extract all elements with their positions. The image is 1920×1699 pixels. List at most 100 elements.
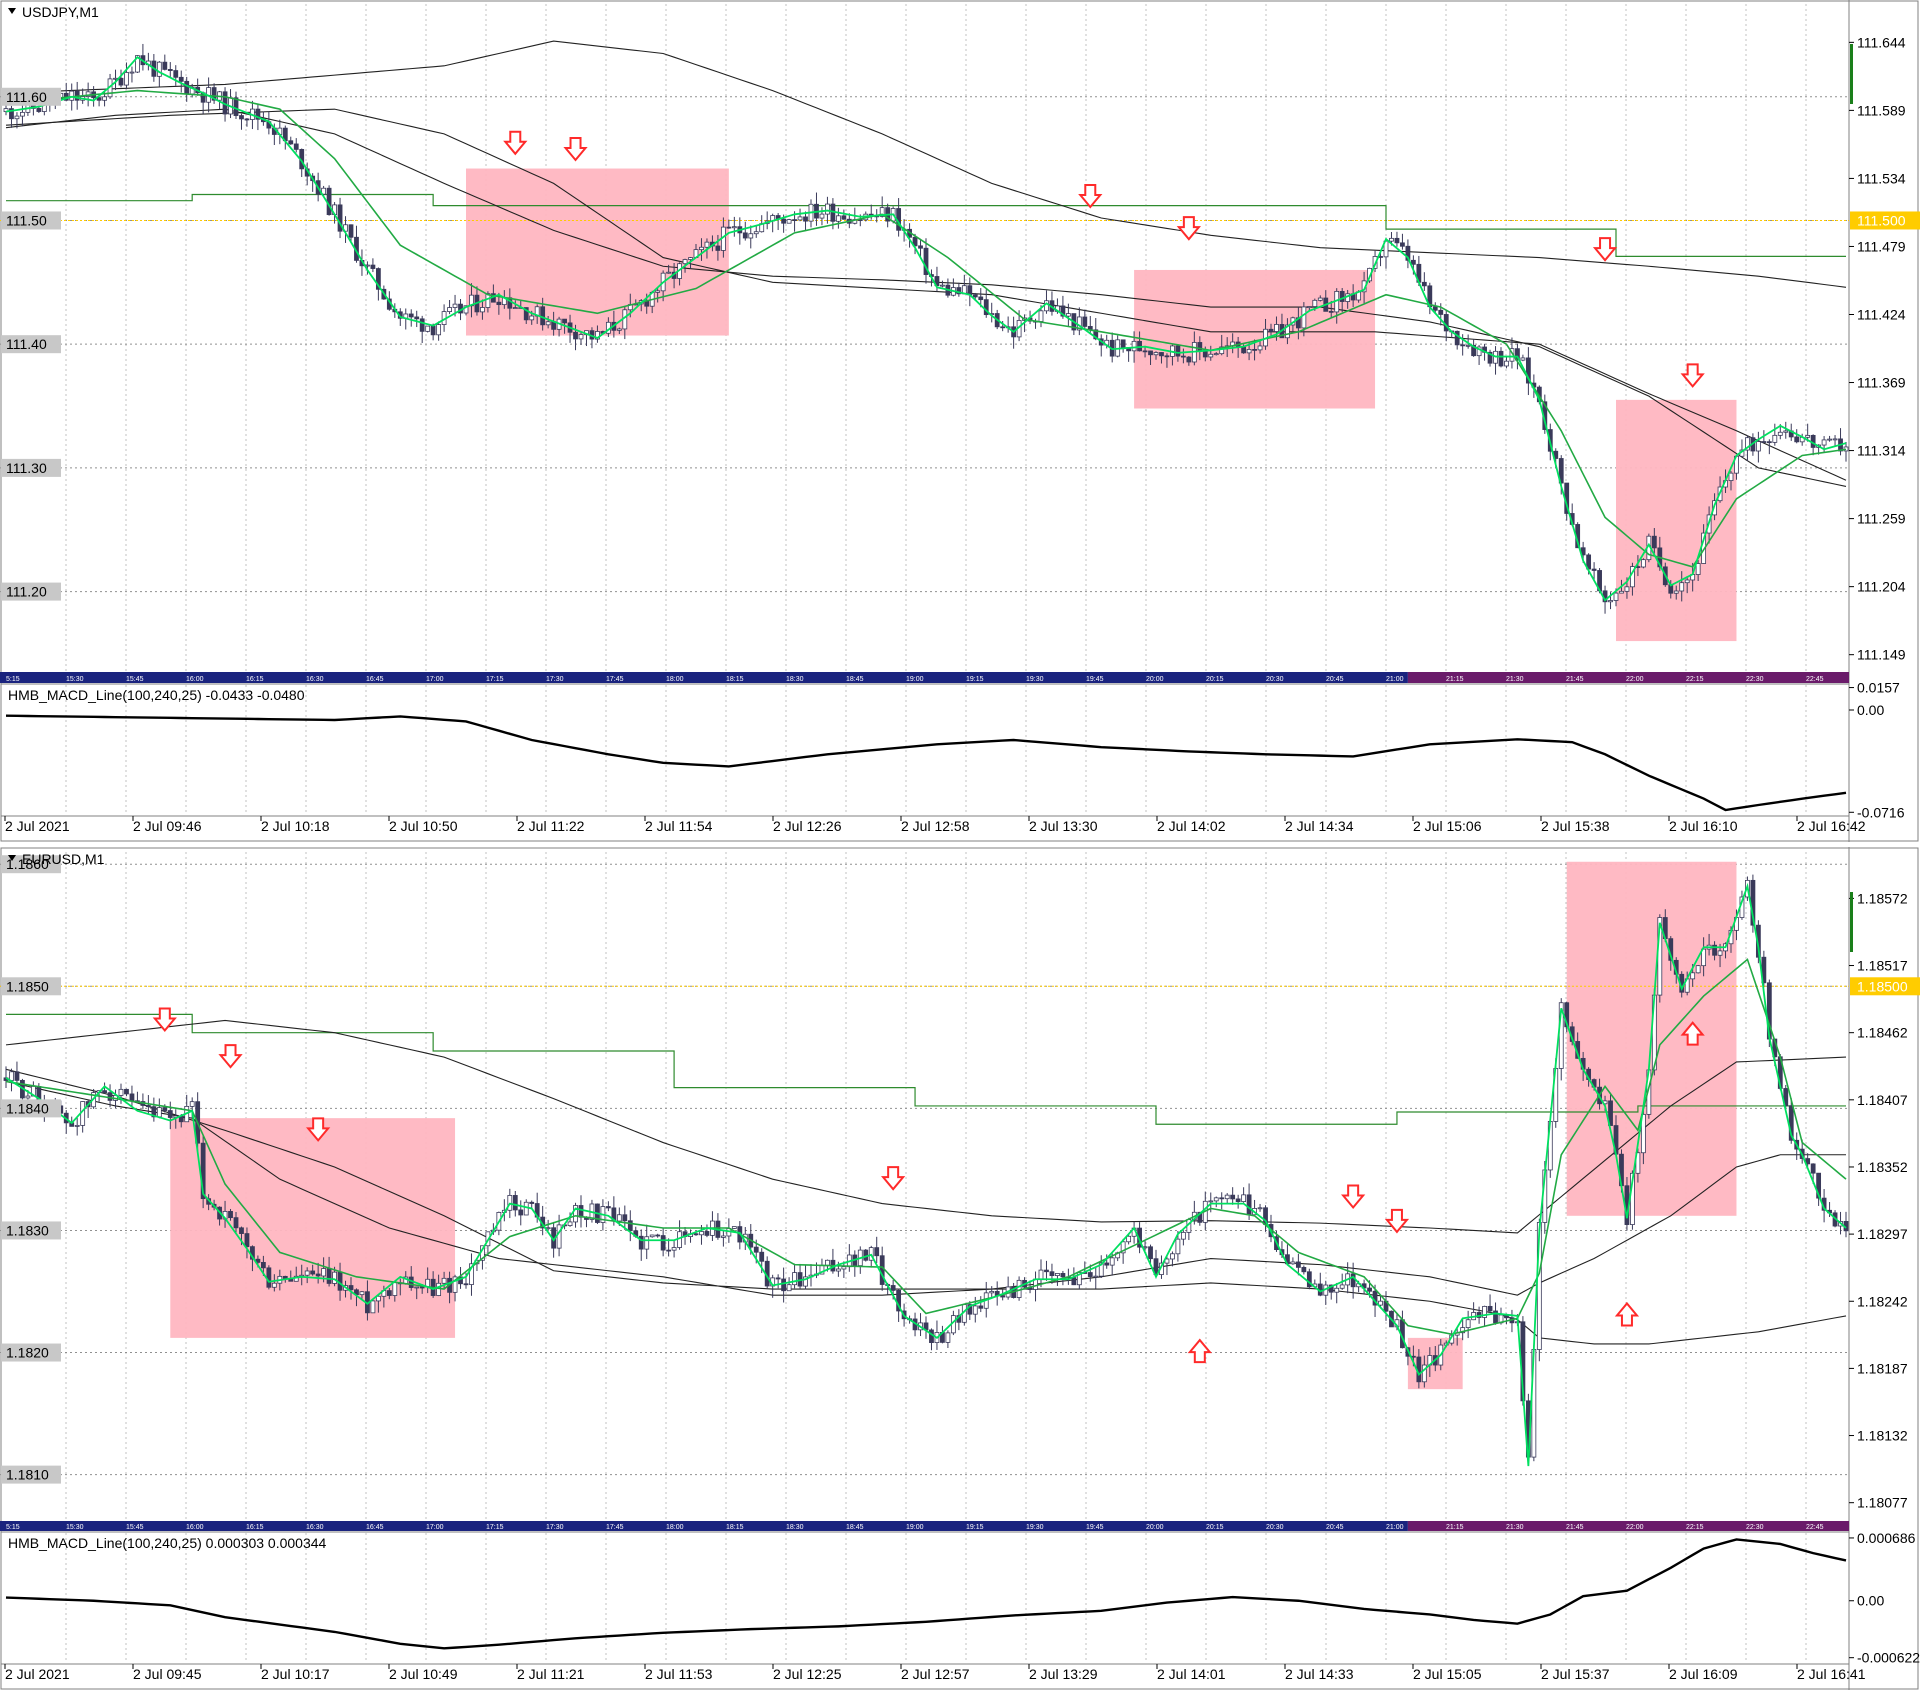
session-tick: 20:15	[1206, 1524, 1224, 1531]
time-tick-label: 2 Jul 12:26	[773, 818, 842, 834]
candle-body	[414, 316, 420, 320]
candle-body	[233, 97, 239, 116]
price-label-badge	[1, 335, 61, 354]
candle-body	[375, 268, 381, 290]
price-tick-label: 1.18352	[1857, 1159, 1908, 1175]
candle-body	[1213, 353, 1219, 356]
candle-body	[1268, 328, 1274, 332]
session-tick: 17:15	[486, 1524, 504, 1531]
session-tick: 17:00	[426, 676, 444, 683]
candle-body	[573, 1205, 578, 1223]
time-tick-label: 2 Jul 11:54	[645, 818, 713, 834]
candle-body	[1093, 329, 1099, 340]
session-tick: 16:30	[306, 676, 324, 683]
candle-body	[370, 264, 376, 269]
current-level-badge	[1850, 211, 1920, 230]
candle-body	[1454, 330, 1460, 346]
candle-body	[1301, 1266, 1307, 1273]
candle-body	[452, 303, 458, 308]
candle-body	[819, 213, 825, 219]
candle-body	[1109, 1257, 1115, 1266]
indicator-tick-label: -0.0716	[1857, 804, 1905, 820]
session-tick: 16:15	[246, 1524, 264, 1531]
candle-body	[1301, 306, 1307, 329]
session-tick: 16:45	[366, 676, 384, 683]
candle-body	[666, 1249, 672, 1252]
candle-body	[315, 1273, 321, 1277]
session-bar-day	[0, 672, 1408, 683]
price-tick-label: 1.18187	[1857, 1360, 1908, 1376]
candle-body	[463, 1283, 469, 1286]
candle-body	[1197, 342, 1203, 351]
price-tick-label: 1.18297	[1857, 1226, 1908, 1242]
price-label: 111.30	[6, 460, 47, 476]
candle-body	[156, 1107, 162, 1118]
time-tick-label: 2 Jul 09:46	[133, 818, 202, 834]
candle-body	[1783, 430, 1789, 433]
session-tick: 15:30	[66, 676, 84, 683]
session-tick: 15:45	[126, 1524, 144, 1531]
candle-body	[742, 232, 748, 239]
candle-body	[436, 324, 442, 336]
session-tick: 5:15	[6, 1524, 20, 1531]
candle-body	[129, 71, 135, 74]
candle-body	[1098, 1262, 1104, 1277]
session-tick: 22:30	[1746, 676, 1764, 683]
candle-body	[1334, 1287, 1340, 1293]
candle-body	[118, 1088, 124, 1096]
candle-body	[578, 1205, 584, 1218]
highlight-zone	[170, 1118, 456, 1338]
candle-body	[1339, 290, 1345, 302]
buy-arrow-icon	[1187, 1338, 1212, 1364]
usdjpy-chart-window[interactable]: 111.60 111.50 111.40 111.30 111.20 111.644 111…	[0, 0, 1920, 842]
candle-body	[704, 1231, 710, 1236]
candle-body	[102, 96, 107, 101]
candle-body	[1717, 950, 1723, 956]
time-tick-label: 2 Jul 15:38	[1541, 818, 1610, 834]
candle-body	[956, 287, 962, 295]
price-tick-label: 111.259	[1857, 511, 1906, 527]
collapse-triangle-icon[interactable]	[8, 8, 16, 14]
candle-body	[332, 1271, 337, 1284]
candle-body	[359, 1291, 365, 1296]
candle-body	[1761, 441, 1767, 443]
candle-body	[545, 1227, 551, 1230]
candle-body	[326, 1268, 332, 1284]
session-tick: 18:15	[726, 676, 744, 683]
candle-body	[1038, 310, 1044, 322]
collapse-triangle-icon[interactable]	[8, 855, 16, 861]
candle-body	[1246, 349, 1252, 354]
candle-body	[699, 1231, 704, 1236]
candle-body	[1148, 1246, 1153, 1260]
candle-body	[85, 91, 91, 97]
macd-line	[5, 1538, 1847, 1650]
sell-arrow-icon	[1078, 183, 1103, 209]
candle-body	[803, 1276, 808, 1287]
candle-body	[1208, 353, 1214, 358]
session-tick: 15:45	[126, 676, 144, 683]
candle-body	[348, 224, 354, 238]
price-tick-label: 111.589	[1857, 102, 1906, 118]
session-tick: 21:30	[1506, 676, 1524, 683]
candle-body	[370, 1300, 376, 1314]
candle-body	[436, 1282, 442, 1296]
time-tick-label: 2 Jul 14:33	[1285, 1666, 1354, 1682]
candle-body	[1049, 1271, 1055, 1277]
candle-body	[1624, 586, 1630, 592]
sell-arrow-icon	[218, 1044, 243, 1069]
price-tick-label: 1.18077	[1857, 1495, 1908, 1511]
candle-body	[616, 328, 622, 331]
time-tick-label: 2 Jul 16:09	[1669, 1666, 1738, 1682]
candle-body	[841, 1266, 847, 1270]
candle-body	[1827, 438, 1832, 441]
candle-body	[671, 1247, 677, 1251]
candle-body	[720, 1235, 726, 1238]
eurusd-chart-window[interactable]: 1.1860 1.1850 1.1840 1.1830 1.1820 1.1810 1.18…	[0, 847, 1920, 1690]
candle-body	[1246, 1194, 1252, 1216]
candle-body	[715, 245, 721, 251]
sell-arrow-icon	[306, 1117, 331, 1142]
candle-body	[14, 1071, 20, 1081]
session-tick: 19:45	[1086, 676, 1104, 683]
sell-arrow-icon	[1592, 237, 1618, 262]
